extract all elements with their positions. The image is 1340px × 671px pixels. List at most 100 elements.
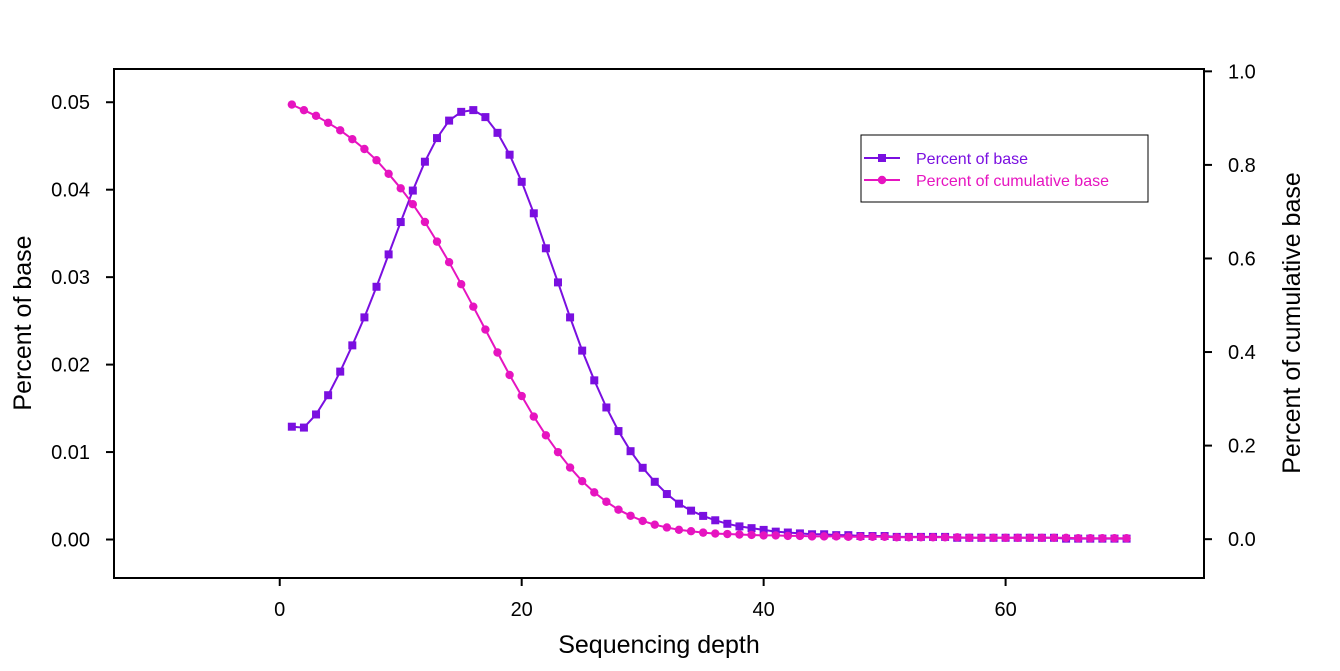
data-point-percent-of-cumulative-base [469, 302, 478, 311]
data-point-percent-of-cumulative-base [336, 126, 345, 135]
data-point-percent-of-cumulative-base [977, 533, 986, 542]
data-point-percent-of-cumulative-base [396, 184, 405, 193]
data-point-percent-of-base [312, 410, 321, 419]
data-point-percent-of-base [723, 519, 732, 528]
data-point-percent-of-base [662, 490, 671, 499]
x-tick-label: 60 [994, 599, 1016, 621]
y-tick-label: 0.03 [51, 267, 90, 289]
y-axis-left: 0.00 0.01 0.02 0.03 0.04 0.05 [51, 92, 114, 552]
data-point-percent-of-cumulative-base [698, 528, 708, 537]
data-point-percent-of-base [747, 524, 756, 533]
y-tick-label: 0.01 [51, 442, 90, 464]
y2-tick-label: 0.4 [1228, 342, 1256, 364]
data-point-percent-of-cumulative-base [1001, 533, 1010, 542]
data-point-percent-of-cumulative-base [940, 533, 950, 542]
data-point-percent-of-cumulative-base [928, 533, 938, 542]
data-point-percent-of-cumulative-base [674, 525, 684, 535]
data-point-percent-of-base [759, 525, 768, 534]
data-point-percent-of-cumulative-base [372, 156, 381, 165]
x-tick-label: 40 [753, 599, 775, 621]
data-point-percent-of-base [457, 107, 466, 116]
data-point-percent-of-cumulative-base [856, 532, 865, 542]
data-point-percent-of-cumulative-base [759, 531, 768, 540]
data-point-percent-of-base [433, 134, 442, 143]
data-point-percent-of-cumulative-base [916, 533, 926, 542]
data-point-percent-of-cumulative-base [1110, 534, 1119, 543]
data-point-percent-of-base [481, 113, 490, 122]
y2-axis-title: Percent of cumulative base [1278, 172, 1306, 474]
data-point-percent-of-cumulative-base [953, 533, 962, 542]
data-point-percent-of-cumulative-base [662, 523, 672, 532]
data-point-percent-of-cumulative-base [384, 169, 393, 178]
data-point-percent-of-cumulative-base [868, 532, 877, 542]
data-point-percent-of-cumulative-base [590, 488, 599, 497]
y-axis-right: 0.0 0.2 0.4 0.6 0.8 1.0 [1204, 61, 1256, 551]
data-point-percent-of-cumulative-base [565, 463, 575, 472]
data-point-percent-of-cumulative-base [529, 412, 538, 421]
data-point-percent-of-cumulative-base [638, 516, 647, 526]
data-point-percent-of-cumulative-base [844, 532, 853, 542]
legend-label-percent-of-cumulative-base: Percent of cumulative base [916, 173, 1109, 190]
data-point-percent-of-base [711, 516, 720, 525]
data-point-percent-of-base [493, 128, 502, 137]
x-tick-label: 0 [274, 599, 285, 621]
data-point-percent-of-base [287, 422, 296, 431]
data-point-percent-of-cumulative-base [553, 447, 563, 457]
data-point-percent-of-cumulative-base [323, 118, 333, 128]
data-point-percent-of-base [420, 157, 429, 166]
legend-box [860, 134, 1149, 203]
data-point-percent-of-cumulative-base [686, 527, 696, 536]
data-point-percent-of-cumulative-base [650, 520, 659, 529]
data-point-percent-of-base [566, 313, 575, 322]
data-point-percent-of-cumulative-base [819, 532, 829, 541]
data-point-percent-of-cumulative-base [735, 530, 744, 539]
data-point-percent-of-base [699, 511, 708, 520]
data-point-percent-of-cumulative-base [1086, 534, 1095, 543]
data-point-percent-of-cumulative-base [614, 505, 623, 514]
data-point-percent-of-cumulative-base [481, 325, 490, 334]
data-point-percent-of-base [299, 423, 308, 432]
data-point-percent-of-base [614, 427, 623, 436]
data-point-percent-of-base [674, 499, 683, 508]
data-point-percent-of-cumulative-base [626, 511, 635, 520]
data-point-percent-of-base [626, 447, 635, 456]
data-point-percent-of-cumulative-base [602, 497, 611, 506]
data-point-percent-of-cumulative-base [771, 531, 780, 540]
data-point-percent-of-cumulative-base [783, 531, 793, 541]
data-point-percent-of-cumulative-base [1025, 533, 1034, 542]
data-point-percent-of-cumulative-base [795, 531, 805, 541]
data-point-percent-of-cumulative-base [1037, 533, 1047, 542]
data-point-percent-of-cumulative-base [432, 237, 442, 246]
data-point-percent-of-cumulative-base [360, 144, 369, 154]
plot-frame [113, 68, 1205, 579]
data-point-percent-of-cumulative-base [287, 100, 297, 109]
data-point-percent-of-base [445, 116, 454, 125]
data-point-percent-of-cumulative-base [541, 431, 551, 440]
y2-tick-label: 0.8 [1228, 155, 1256, 177]
data-point-percent-of-cumulative-base [493, 348, 502, 357]
series-line-percent-of-cumulative-base [291, 103, 1127, 540]
data-point-percent-of-cumulative-base [311, 111, 321, 120]
data-point-percent-of-base [687, 506, 696, 515]
data-point-percent-of-cumulative-base [1073, 534, 1083, 543]
data-point-percent-of-cumulative-base [420, 217, 430, 227]
data-point-percent-of-base [638, 463, 647, 472]
data-point-percent-of-cumulative-base [807, 532, 817, 541]
legend-items: Percent of base Percent of cumulative bas… [864, 151, 1109, 190]
data-point-percent-of-cumulative-base [880, 532, 889, 542]
data-point-percent-of-base [650, 477, 659, 486]
data-point-percent-of-cumulative-base [723, 529, 732, 539]
x-axis-title: Sequencing depth [558, 631, 760, 659]
y-tick-label: 0.00 [51, 530, 90, 552]
data-point-percent-of-base [602, 403, 611, 412]
data-point-percent-of-base [384, 250, 393, 259]
x-tick-label: 20 [511, 599, 533, 621]
y-tick-label: 0.05 [51, 92, 90, 114]
data-point-percent-of-cumulative-base [505, 370, 514, 380]
data-point-percent-of-base [529, 209, 538, 218]
data-point-percent-of-cumulative-base [989, 533, 998, 542]
series-layer [287, 100, 1131, 543]
data-point-percent-of-base [360, 313, 369, 322]
data-point-percent-of-base [336, 367, 345, 376]
data-point-percent-of-cumulative-base [444, 258, 454, 267]
